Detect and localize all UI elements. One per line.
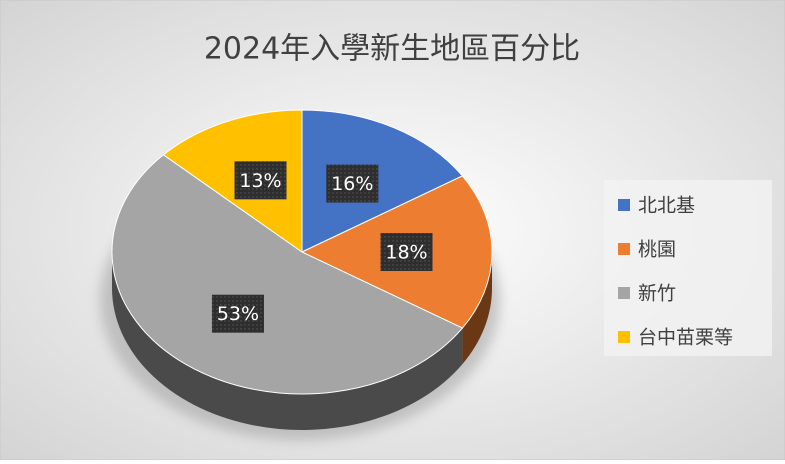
pie-side	[112, 252, 463, 431]
data-label: 18%	[385, 242, 427, 264]
pie-slice	[301, 109, 464, 253]
legend-marker	[618, 287, 630, 299]
pie-slice	[162, 109, 303, 253]
legend-marker	[618, 243, 630, 255]
legend-label: 台中苗栗等	[638, 327, 733, 349]
data-label: 16%	[331, 173, 373, 195]
pie-slice	[111, 154, 464, 395]
data-label: 53%	[217, 303, 259, 325]
legend-label: 新竹	[638, 283, 676, 305]
legend-marker	[618, 199, 630, 211]
legend-box	[604, 180, 772, 356]
data-label-box	[326, 164, 379, 203]
data-label-box	[380, 233, 433, 271]
legend-label: 桃園	[638, 239, 676, 261]
data-label-box	[211, 294, 264, 333]
data-label-box	[234, 161, 287, 200]
data-label: 13%	[239, 170, 281, 192]
chart-title: 2024年入學新生地區百分比	[204, 32, 580, 67]
legend-label: 北北基	[638, 195, 695, 217]
legend-marker	[618, 331, 630, 343]
